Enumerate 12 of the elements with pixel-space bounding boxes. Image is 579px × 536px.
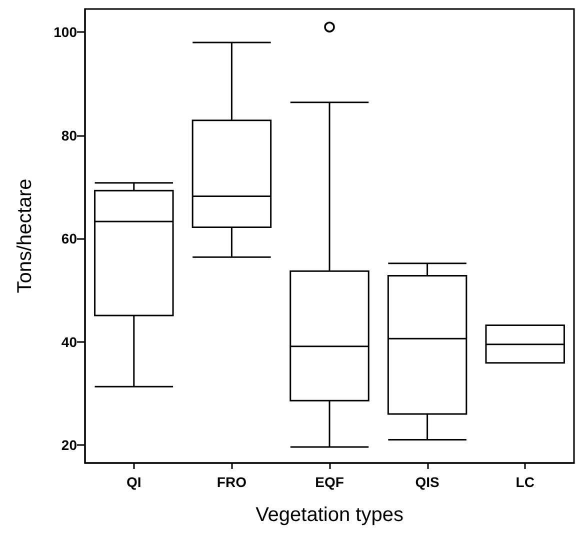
x-tick-label: QI — [126, 474, 142, 490]
y-tick-label: 60 — [61, 230, 78, 247]
y-tick-label: 20 — [61, 436, 78, 453]
x-tick-label: LC — [516, 474, 534, 490]
x-tick-label: EQF — [315, 474, 344, 490]
y-tick-label: 100 — [54, 24, 78, 40]
x-axis-title: Vegetation types — [256, 504, 404, 526]
y-tick-label: 40 — [61, 334, 78, 350]
x-tick-label: FRO — [216, 474, 247, 490]
x-tick-label: QIS — [415, 474, 440, 490]
y-axis-title: Tons/hectare — [14, 178, 36, 294]
y-tick-label: 80 — [61, 127, 78, 144]
